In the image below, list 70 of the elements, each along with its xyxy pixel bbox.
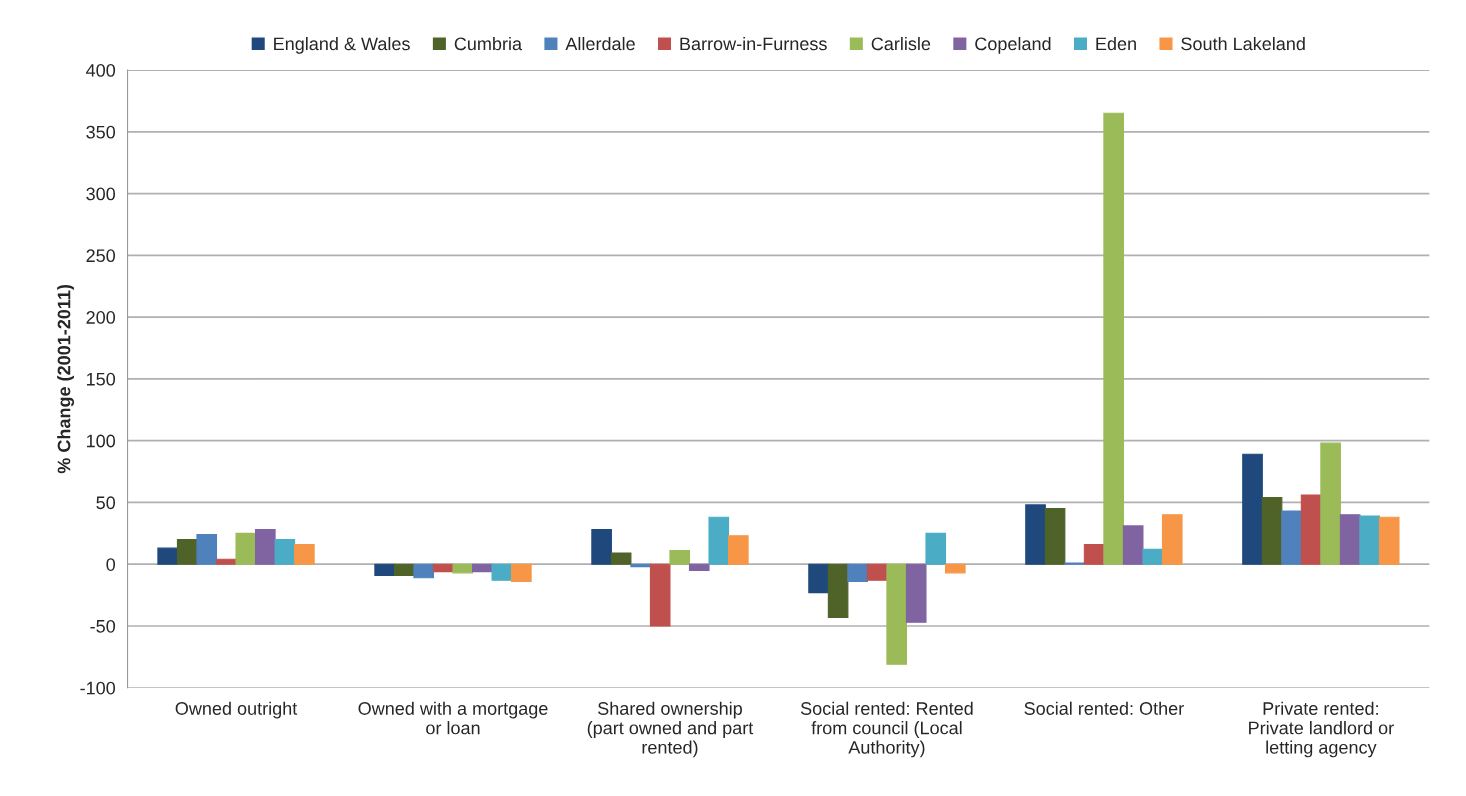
bar	[1359, 515, 1381, 565]
legend-label: Barrow-in-Furness	[680, 36, 827, 51]
y-tick-label: 0	[106, 558, 116, 571]
legend-label: England & Wales	[274, 36, 410, 54]
bar	[727, 535, 749, 565]
bar	[491, 563, 513, 581]
x-tick-label: Owned outright	[175, 701, 298, 719]
bar	[808, 563, 829, 594]
bar	[413, 563, 435, 579]
legend-label: South Lakeland	[1181, 36, 1305, 51]
bar	[1161, 514, 1183, 565]
y-axis-title: % Change (2001-2011)	[57, 284, 75, 474]
y-tick-label: 350	[86, 125, 116, 139]
bar	[215, 558, 237, 565]
bar	[688, 563, 710, 571]
legend-label: Cumbria	[454, 36, 523, 51]
bar	[176, 538, 198, 565]
bar	[944, 563, 966, 574]
x-tick-label: Private rented: Private landlord or letting agency	[1249, 701, 1394, 758]
y-tick-label: 150	[86, 372, 116, 386]
x-tick-label: Owned with a mortgage or loan	[358, 701, 548, 735]
bar	[254, 529, 276, 565]
bar	[1261, 496, 1283, 565]
legend-label: Eden	[1096, 36, 1136, 51]
y-tick-label: -100	[80, 681, 116, 695]
bar	[274, 538, 296, 565]
bar	[591, 529, 612, 565]
bar	[1300, 494, 1322, 565]
legend-label: Allerdale	[565, 36, 635, 51]
bar	[905, 563, 927, 623]
bar	[374, 563, 395, 576]
bar	[1281, 510, 1302, 565]
bar	[196, 534, 218, 565]
bar	[1339, 514, 1361, 565]
bar	[393, 563, 415, 576]
legend-label: Carlisle	[871, 36, 931, 51]
bar	[1044, 508, 1066, 565]
x-tick-label: Social rented: Rented from council (Local Authority)	[800, 701, 973, 758]
bar	[294, 543, 315, 565]
y-tick-label: 400	[86, 63, 116, 77]
y-tick-label: 250	[86, 249, 116, 263]
bar	[708, 516, 730, 565]
x-tick-label: Social rented: Other	[1024, 701, 1184, 715]
bar	[1103, 112, 1124, 565]
bar	[827, 563, 849, 618]
bar	[1083, 543, 1105, 565]
bar	[1320, 442, 1341, 565]
bar	[886, 563, 908, 665]
bar	[1242, 453, 1263, 565]
y-tick-label: 100	[86, 434, 116, 448]
bar	[452, 563, 474, 574]
bar	[866, 563, 888, 581]
bar	[1025, 504, 1046, 565]
bar	[669, 550, 691, 565]
bar	[1378, 516, 1400, 565]
bar	[1142, 548, 1164, 565]
bar	[925, 532, 947, 565]
bar	[235, 532, 257, 565]
bar	[649, 563, 671, 627]
y-tick-label: 200	[86, 311, 116, 324]
bar	[847, 563, 868, 583]
y-tick-label: -50	[90, 619, 116, 633]
bar	[511, 563, 532, 583]
bar	[157, 547, 178, 565]
bar	[610, 552, 632, 565]
y-tick-label: 300	[86, 187, 116, 201]
x-tick-label: Shared ownership (part owned and part rented)	[587, 701, 754, 758]
bar	[1122, 525, 1144, 565]
legend-label: Copeland	[975, 36, 1051, 54]
y-tick-label: 50	[96, 496, 116, 510]
